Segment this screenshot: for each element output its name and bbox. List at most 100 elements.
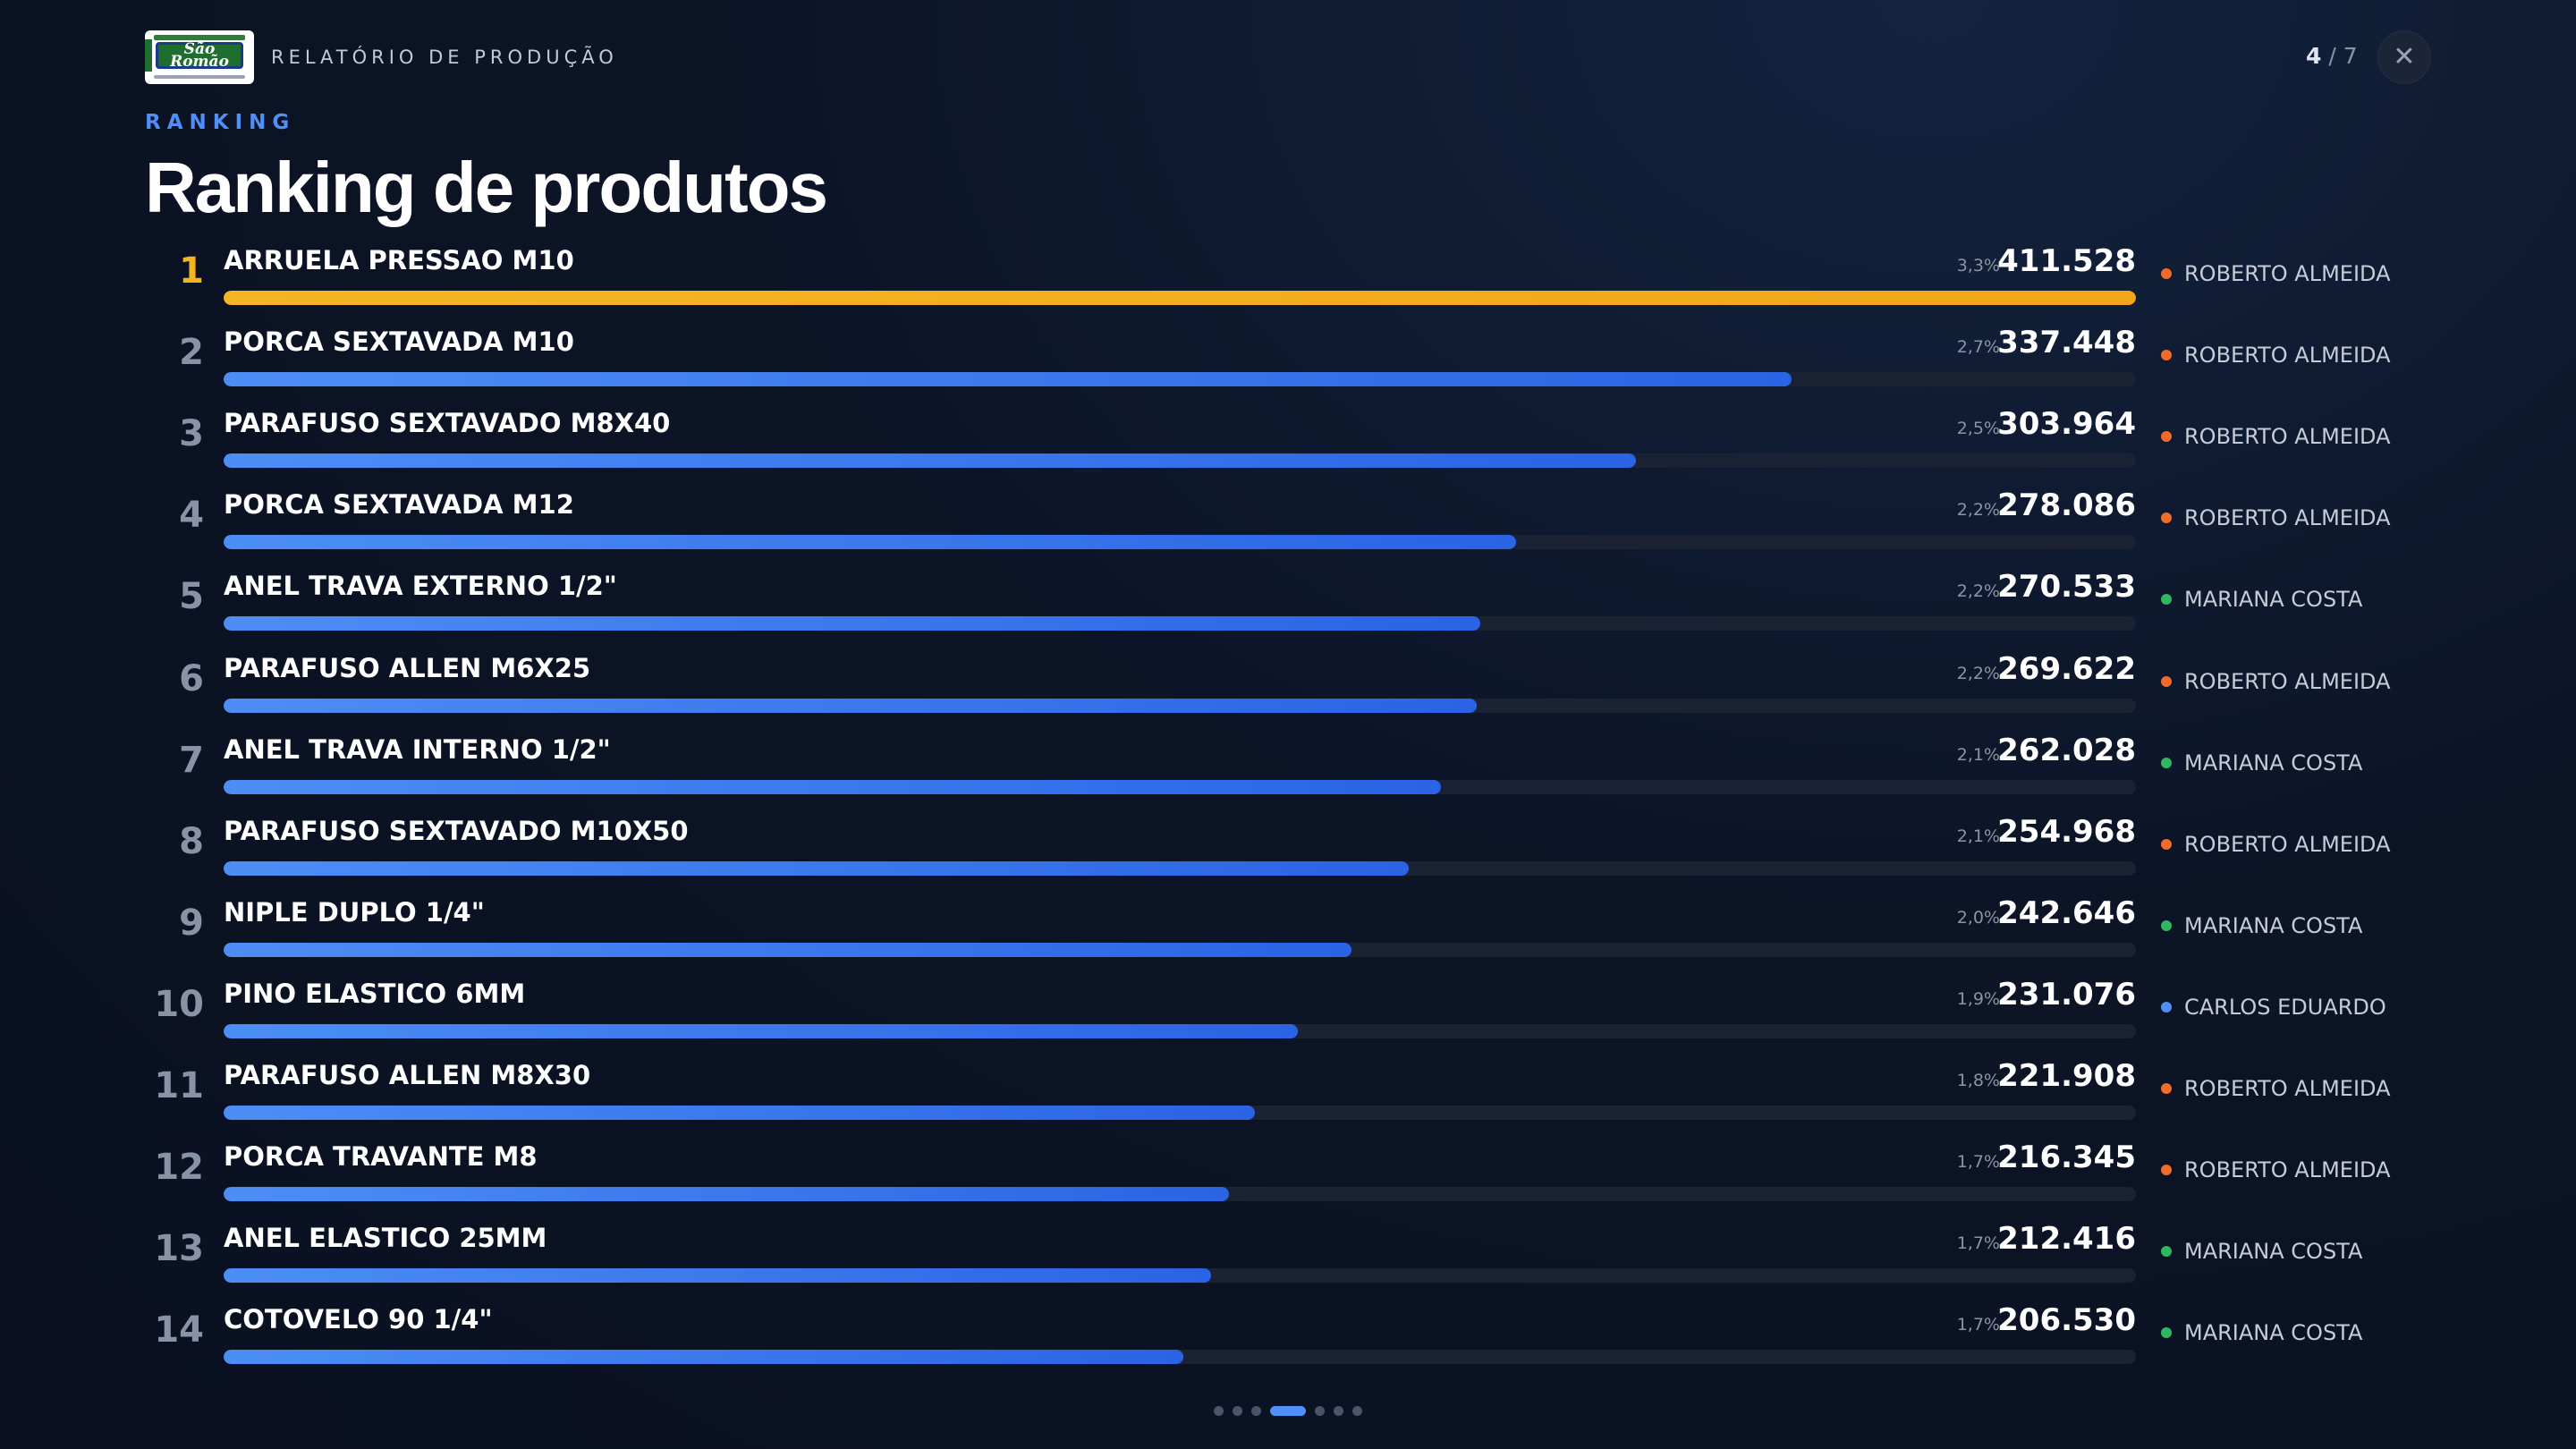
product-name: ANEL TRAVA INTERNO 1/2" (224, 734, 611, 765)
operator-name: ROBERTO ALMEIDA (2184, 424, 2391, 449)
operator: ROBERTO ALMEIDA (2161, 424, 2391, 449)
ranking-row: 10 PINO ELASTICO 6MM 1,9% 231.076 CARLOS EDU… (0, 973, 2576, 1055)
product-share: 2,2% (1956, 664, 2000, 683)
bar-fill (224, 1350, 1183, 1364)
product-name: ANEL ELASTICO 25MM (224, 1223, 547, 1253)
operator: MARIANA COSTA (2161, 913, 2362, 938)
operator-dot-icon (2161, 758, 2172, 768)
operator: ROBERTO ALMEIDA (2161, 505, 2391, 530)
page-title: Ranking de produtos (145, 148, 828, 227)
product-share: 1,7% (1956, 1233, 2000, 1253)
bar-track (224, 780, 2136, 794)
product-quantity: 242.646 (1997, 895, 2136, 931)
ranking-row: 3 PARAFUSO SEXTAVADO M8X40 2,5% 303.964 ROBE… (0, 402, 2576, 484)
operator-name: ROBERTO ALMEIDA (2184, 261, 2391, 286)
rank-number: 8 (179, 821, 204, 862)
operator: CARLOS EDUARDO (2161, 995, 2386, 1020)
product-quantity: 278.086 (1997, 487, 2136, 523)
product-quantity: 221.908 (1997, 1058, 2136, 1094)
bar-track (224, 1268, 2136, 1283)
pagination-dot[interactable] (1315, 1406, 1325, 1416)
product-share: 3,3% (1956, 256, 2000, 275)
operator-dot-icon (2161, 350, 2172, 360)
ranking-row: 8 PARAFUSO SEXTAVADO M10X50 2,1% 254.968 ROB… (0, 810, 2576, 892)
rank-number: 11 (154, 1065, 204, 1106)
bar-fill (224, 699, 1477, 713)
pagination-dot-active[interactable] (1270, 1406, 1306, 1416)
operator-name: CARLOS EDUARDO (2184, 995, 2386, 1020)
operator-dot-icon (2161, 594, 2172, 605)
product-quantity: 254.968 (1997, 814, 2136, 850)
operator: MARIANA COSTA (2161, 1320, 2362, 1345)
rank-number: 14 (154, 1309, 204, 1351)
rank-number: 10 (154, 984, 204, 1025)
pagination-dot[interactable] (1352, 1406, 1362, 1416)
operator: ROBERTO ALMEIDA (2161, 669, 2391, 694)
page-total: 7 (2343, 43, 2358, 69)
rank-number: 12 (154, 1147, 204, 1188)
page-current: 4 (2306, 43, 2322, 69)
product-share: 1,9% (1956, 989, 2000, 1009)
close-button[interactable]: ✕ (2377, 30, 2431, 84)
bar-fill (224, 453, 1637, 468)
operator-dot-icon (2161, 839, 2172, 850)
bar-track (224, 1024, 2136, 1038)
logo-badge: São Romão (156, 42, 243, 70)
bar-fill (224, 1106, 1255, 1120)
ranking-row: 11 PARAFUSO ALLEN M8X30 1,8% 221.908 ROBERTO… (0, 1055, 2576, 1136)
product-name: PORCA SEXTAVADA M10 (224, 326, 574, 357)
bar-track (224, 616, 2136, 631)
product-name: PARAFUSO ALLEN M8X30 (224, 1060, 591, 1090)
bar-track (224, 1106, 2136, 1120)
operator-name: ROBERTO ALMEIDA (2184, 1076, 2391, 1101)
product-name: PARAFUSO ALLEN M6X25 (224, 653, 591, 683)
operator-dot-icon (2161, 513, 2172, 523)
bar-fill (224, 780, 1442, 794)
product-quantity: 212.416 (1997, 1221, 2136, 1257)
bar-fill (224, 372, 1792, 386)
product-quantity: 411.528 (1997, 243, 2136, 279)
rank-number: 6 (179, 658, 204, 699)
bar-fill (224, 1187, 1229, 1201)
product-quantity: 270.533 (1997, 569, 2136, 605)
rank-number: 13 (154, 1228, 204, 1269)
bar-track (224, 453, 2136, 468)
pagination-dot[interactable] (1214, 1406, 1224, 1416)
ranking-row: 4 PORCA SEXTAVADA M12 2,2% 278.086 ROBERTO A… (0, 484, 2576, 565)
product-name: COTOVELO 90 1/4" (224, 1304, 493, 1335)
ranking-row: 5 ANEL TRAVA EXTERNO 1/2" 2,2% 270.533 MARIA… (0, 565, 2576, 647)
ranking-row: 6 PARAFUSO ALLEN M6X25 2,2% 269.622 ROBERTO … (0, 648, 2576, 729)
operator-name: MARIANA COSTA (2184, 1239, 2363, 1264)
product-share: 2,7% (1956, 337, 2000, 357)
operator: ROBERTO ALMEIDA (2161, 1076, 2391, 1101)
bar-track (224, 1187, 2136, 1201)
page-indicator: 4 / 7 (2306, 43, 2358, 69)
operator-dot-icon (2161, 431, 2172, 442)
product-share: 1,7% (1956, 1315, 2000, 1335)
product-quantity: 269.622 (1997, 651, 2136, 687)
brand-logo: São Romão (145, 30, 254, 84)
bar-fill (224, 1024, 1298, 1038)
product-share: 2,2% (1956, 500, 2000, 520)
pagination-dot[interactable] (1233, 1406, 1242, 1416)
operator-name: ROBERTO ALMEIDA (2184, 832, 2391, 857)
bar-fill (224, 861, 1409, 876)
operator-name: ROBERTO ALMEIDA (2184, 669, 2391, 694)
rank-number: 7 (179, 740, 204, 781)
bar-fill (224, 1268, 1211, 1283)
bar-track (224, 1350, 2136, 1364)
ranking-row: 1 ARRUELA PRESSAO M10 3,3% 411.528 ROBERTO A… (0, 240, 2576, 321)
product-quantity: 216.345 (1997, 1140, 2136, 1175)
operator-name: ROBERTO ALMEIDA (2184, 1157, 2391, 1182)
product-share: 1,7% (1956, 1152, 2000, 1172)
ranking-row: 12 PORCA TRAVANTE M8 1,7% 216.345 ROBERTO AL… (0, 1136, 2576, 1217)
bar-fill (224, 616, 1481, 631)
bar-track (224, 535, 2136, 549)
pagination-dot[interactable] (1334, 1406, 1343, 1416)
pagination-dot[interactable] (1251, 1406, 1261, 1416)
operator: ROBERTO ALMEIDA (2161, 1157, 2391, 1182)
product-share: 2,1% (1956, 745, 2000, 765)
product-quantity: 206.530 (1997, 1302, 2136, 1338)
product-share: 1,8% (1956, 1071, 2000, 1090)
bar-track (224, 943, 2136, 957)
